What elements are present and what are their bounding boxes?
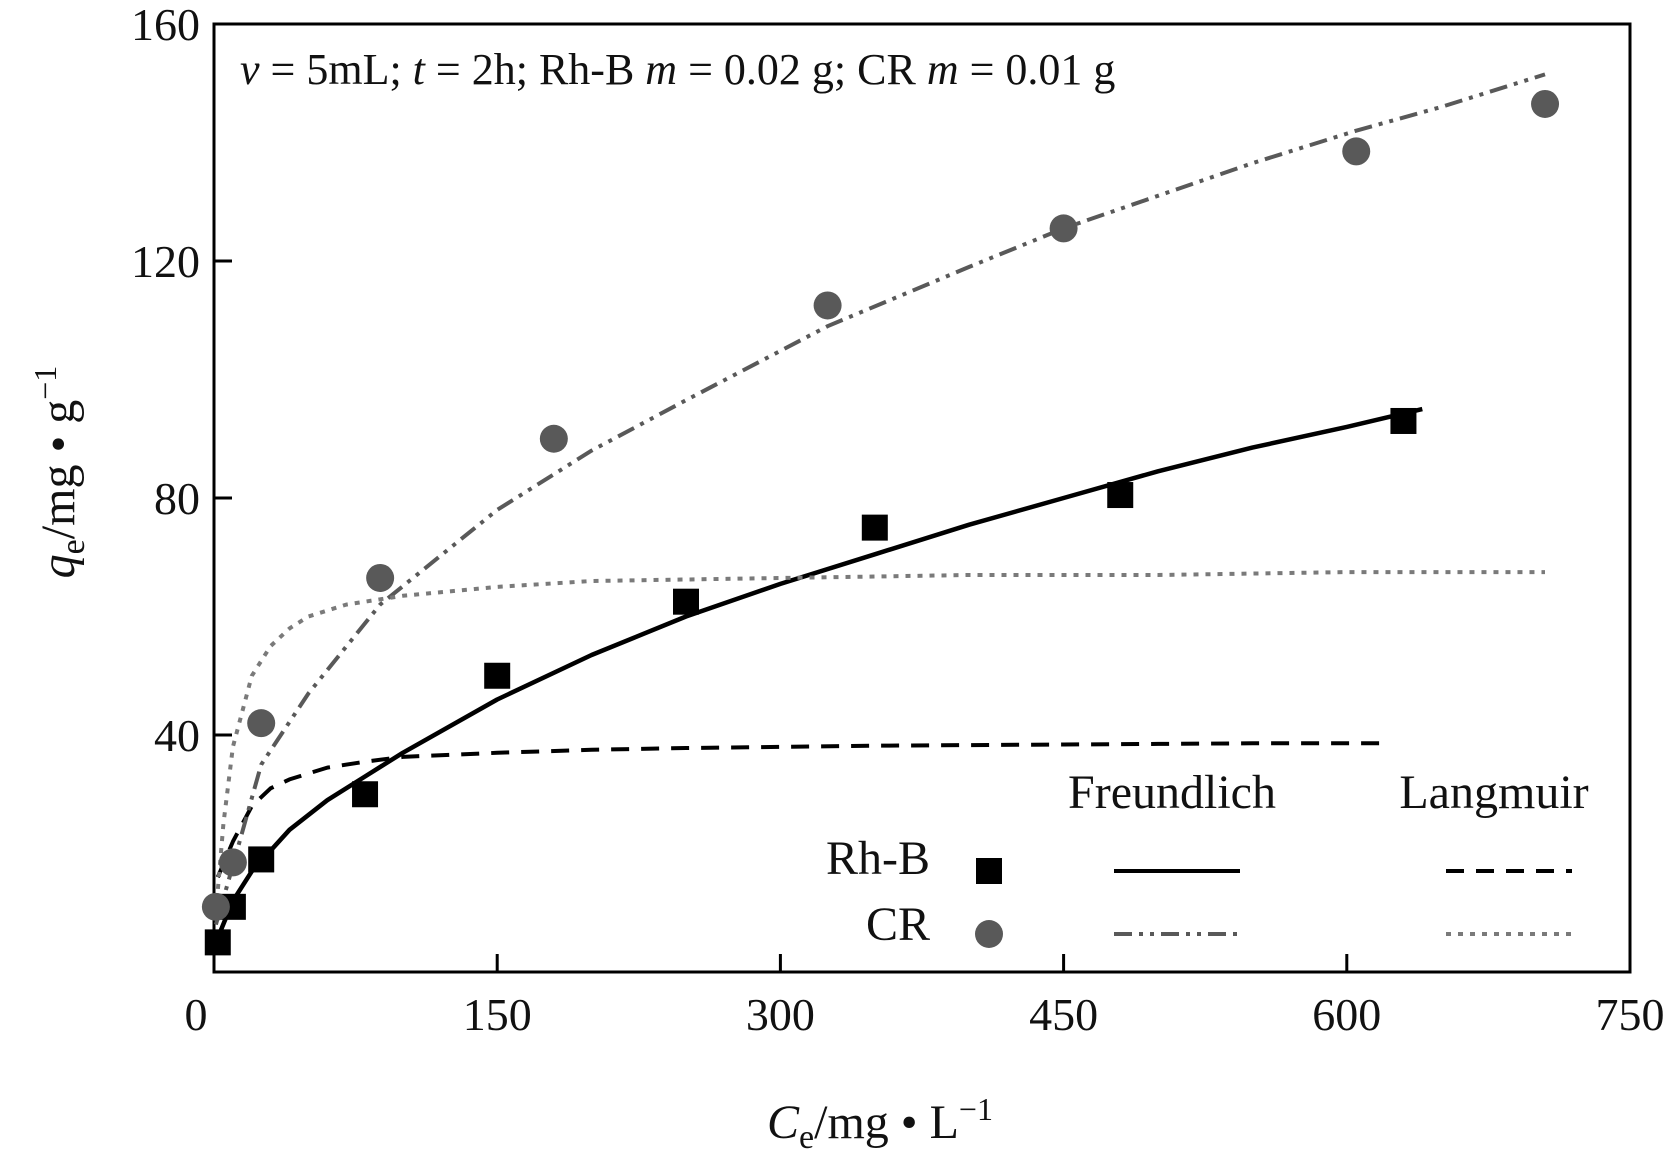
fit-curves [213,72,1546,944]
point-cr [1531,89,1560,118]
y-axis-title-superscript: −1 [27,366,63,400]
x-tick-label: 0 [185,989,208,1040]
x-axis-title-unit: /mg • L [814,1096,959,1149]
x-tick-label: 600 [1312,989,1381,1040]
data-points [201,89,1560,956]
x-axis-ticks: 0 150 300 450 600 750 [185,954,1665,1040]
x-tick-label: 450 [1029,989,1098,1040]
annot-t-value: = 2h; Rh-B [425,45,645,94]
point-rhb [673,588,699,615]
legend-header-freundlich: Freundlich [1068,766,1276,819]
point-rhb [1390,407,1417,434]
x-tick-label: 300 [746,989,815,1040]
annot-m1-value: = 0.02 g; CR [677,45,927,94]
point-cr [366,563,395,592]
annot-t-symbol: t [413,45,427,94]
legend-label-rhb: Rh-B [826,832,930,885]
annot-m1-symbol: m [645,45,677,94]
x-axis-title: Ce/mg • L−1 [767,1091,993,1156]
y-axis-title-subscript: e [55,539,92,554]
legend: Freundlich Langmuir Rh-B CR [826,766,1589,951]
y-axis-title-unit: /mg • g [32,400,85,539]
legend-marker-rhb-square [976,858,1002,884]
point-rhb [1107,482,1134,509]
fit-curve-cr-langmuir [213,570,1545,913]
point-cr [1049,214,1078,243]
y-tick-label: 40 [154,710,200,761]
point-cr [813,291,842,320]
annot-m2-symbol: m [927,45,959,94]
point-cr [218,848,247,877]
annot-v-symbol: v [240,45,260,94]
x-axis-title-subscript: e [799,1119,814,1156]
legend-header-langmuir: Langmuir [1399,766,1588,819]
point-rhb [248,846,275,873]
point-cr [539,424,568,453]
plot-area [212,22,1632,974]
plot-frame [212,22,1632,974]
x-axis-title-superscript: −1 [959,1091,993,1127]
point-rhb [352,781,379,808]
point-rhb [861,514,888,541]
point-rhb [484,662,511,689]
y-axis-title-symbol: q [32,554,85,578]
y-tick-label: 80 [154,473,200,524]
legend-marker-cr-circle [975,920,1003,948]
x-tick-label: 150 [463,989,532,1040]
point-cr [1342,137,1371,166]
annot-m2-value: = 0.01 g [959,45,1116,94]
fit-curve-cr-freundlich [213,72,1546,926]
y-axis-ticks: 40 80 120 160 [131,0,232,761]
point-rhb [204,929,231,956]
x-axis-title-symbol: C [767,1096,800,1149]
legend-label-cr: CR [866,898,930,951]
y-tick-label: 160 [131,0,200,50]
y-axis-title: qe/mg • g−1 [27,366,92,579]
conditions-annotation: v = 5mL; t = 2h; Rh-B m = 0.02 g; CR m =… [240,45,1115,94]
point-cr [201,892,230,921]
annot-v-value: = 5mL; [260,45,413,94]
fit-curve-rh-b-langmuir [215,741,1385,878]
fit-curve-rh-b-freundlich [213,406,1423,944]
point-cr [247,709,276,738]
y-tick-label: 120 [131,236,200,287]
x-tick-label: 750 [1596,989,1665,1040]
